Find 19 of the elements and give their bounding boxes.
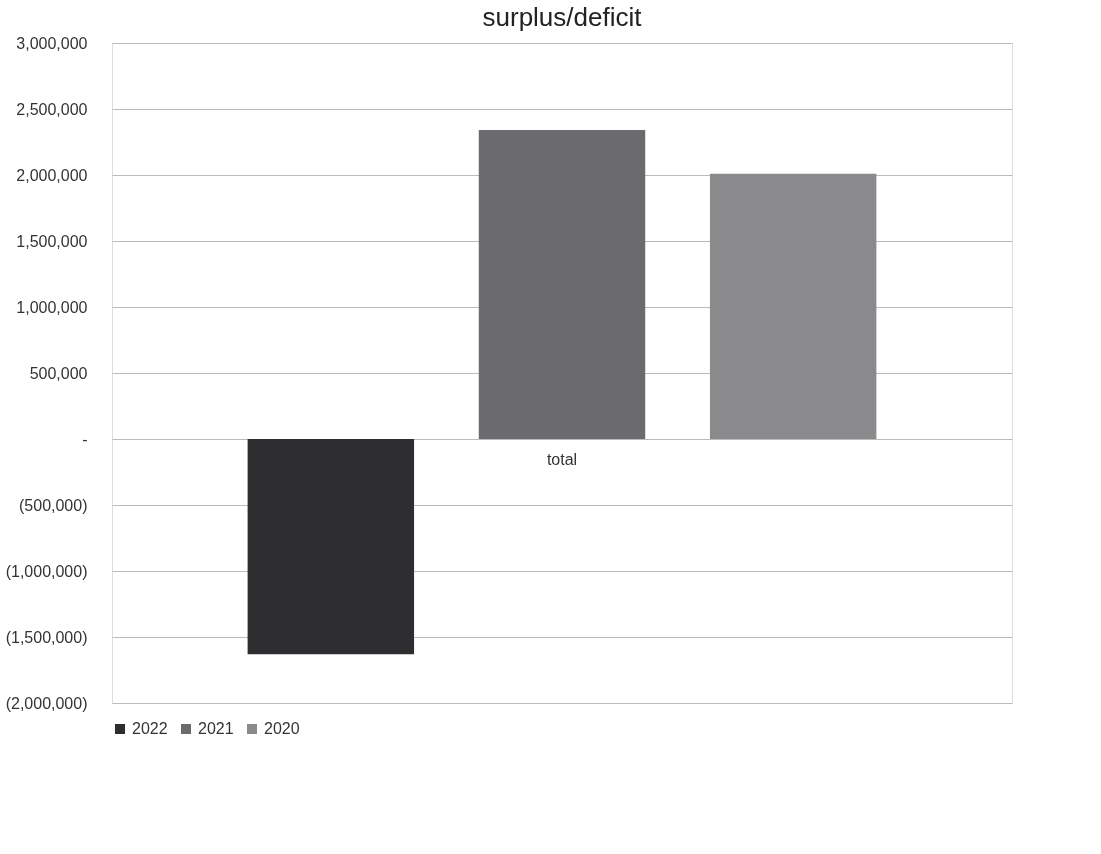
y-tick-label: - (82, 430, 88, 448)
bar (478, 130, 646, 439)
legend-label: 2021 (198, 720, 234, 737)
y-tick-label: 500,000 (29, 364, 88, 382)
y-tick-label: (1,500,000) (5, 628, 88, 646)
y-tick-label: (1,000,000) (5, 562, 88, 580)
y-tick-label: 3,000,000 (16, 34, 88, 52)
y-tick-label: (500,000) (19, 496, 88, 514)
legend-label: 2022 (132, 720, 168, 737)
y-tick-label: 2,500,000 (16, 100, 88, 118)
chart-title: surplus/deficit (482, 2, 643, 32)
y-tick-label: (2,000,000) (5, 694, 88, 712)
y-tick-label: 2,000,000 (16, 166, 88, 184)
legend-label: 2020 (264, 720, 300, 737)
y-tick-label: 1,000,000 (16, 298, 88, 316)
bar (709, 173, 877, 439)
bar (247, 439, 415, 655)
x-tick-label: total (546, 450, 578, 468)
y-tick-label: 1,500,000 (16, 232, 88, 250)
